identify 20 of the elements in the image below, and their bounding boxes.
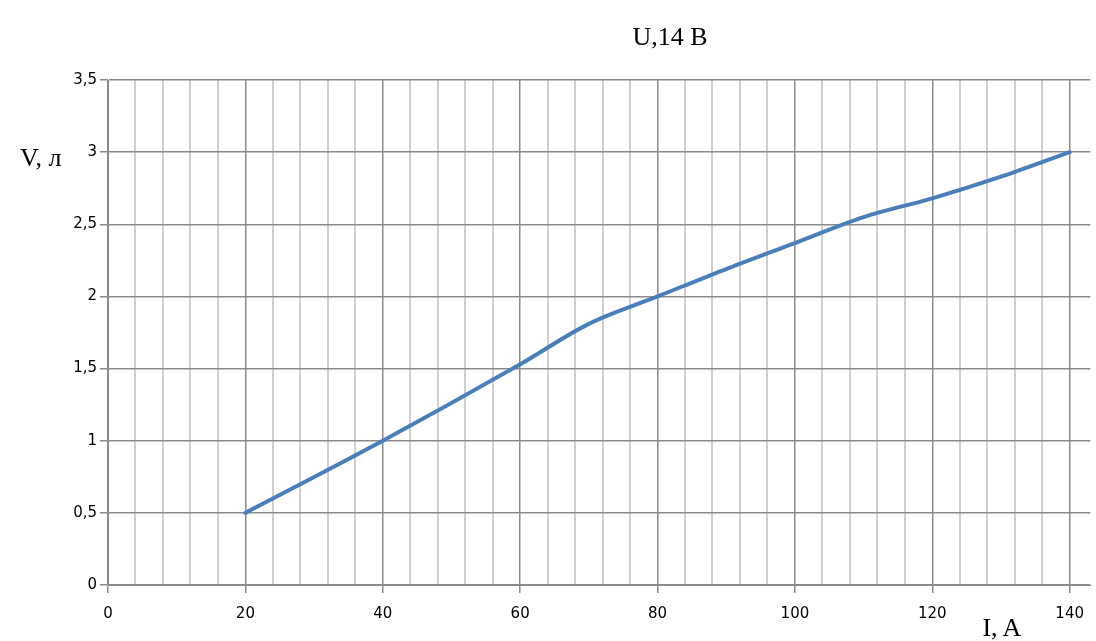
- x-tick-label: 120: [917, 603, 947, 622]
- y-tick-label: 0,5: [73, 502, 97, 521]
- x-tick-label: 40: [373, 603, 393, 622]
- x-tick-label: 100: [780, 603, 810, 622]
- y-tick-label: 2,5: [73, 214, 97, 233]
- x-axis-title: I, A: [982, 613, 1022, 641]
- x-tick-label: 20: [235, 603, 255, 622]
- y-tick-label: 3: [87, 142, 97, 161]
- y-tick-label: 1,5: [73, 358, 97, 377]
- y-axis-title: V, л: [20, 143, 62, 172]
- x-tick-label: 80: [647, 603, 668, 622]
- y-tick-label: 0: [87, 574, 97, 593]
- y-tick-label: 3,5: [73, 69, 97, 88]
- x-tick-label: 60: [510, 603, 530, 622]
- x-tick-label: 140: [1055, 603, 1085, 622]
- chart-title: U,14 В: [632, 22, 708, 51]
- y-tick-label: 1: [87, 430, 97, 449]
- y-tick-label: 2: [87, 286, 97, 305]
- x-tick-label: 0: [103, 603, 113, 622]
- line-series: [243, 150, 1072, 515]
